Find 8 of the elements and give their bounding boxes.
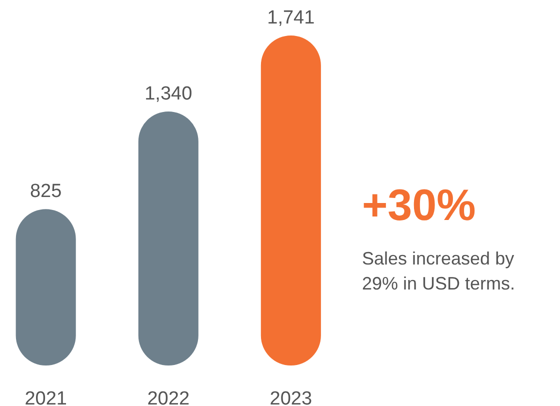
data-label: 1,340 xyxy=(144,84,192,105)
x-tick-label: 2022 xyxy=(147,388,190,406)
text: Sales increased by 29% in USD terms. xyxy=(362,248,516,294)
x-tick-label: 2023 xyxy=(270,388,312,406)
data-label: 825 xyxy=(30,181,62,202)
data-label: 1,741 xyxy=(267,8,315,28)
text: +30% xyxy=(362,181,476,230)
x-tick-label: 2021 xyxy=(24,388,67,406)
